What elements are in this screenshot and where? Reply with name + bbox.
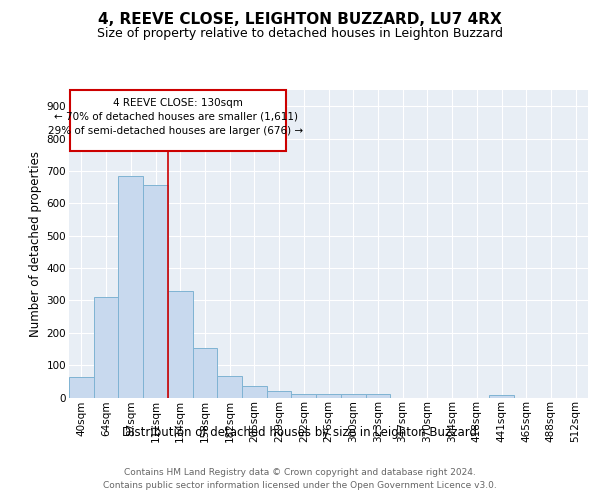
Bar <box>143 186 168 398</box>
Text: ← 70% of detached houses are smaller (1,611): ← 70% of detached houses are smaller (1,… <box>54 112 298 122</box>
Bar <box>168 290 193 398</box>
Bar <box>118 176 143 398</box>
Bar <box>193 348 217 398</box>
Text: Size of property relative to detached houses in Leighton Buzzard: Size of property relative to detached ho… <box>97 28 503 40</box>
Bar <box>217 376 242 398</box>
Bar <box>365 394 390 398</box>
Text: 4 REEVE CLOSE: 130sqm: 4 REEVE CLOSE: 130sqm <box>113 98 243 108</box>
Text: Distribution of detached houses by size in Leighton Buzzard: Distribution of detached houses by size … <box>122 426 478 439</box>
Text: 29% of semi-detached houses are larger (676) →: 29% of semi-detached houses are larger (… <box>49 126 304 136</box>
Text: 4, REEVE CLOSE, LEIGHTON BUZZARD, LU7 4RX: 4, REEVE CLOSE, LEIGHTON BUZZARD, LU7 4R… <box>98 12 502 28</box>
Y-axis label: Number of detached properties: Number of detached properties <box>29 151 43 337</box>
Bar <box>70 90 286 151</box>
Bar <box>292 394 316 398</box>
Bar <box>242 386 267 398</box>
Text: Contains public sector information licensed under the Open Government Licence v3: Contains public sector information licen… <box>103 482 497 490</box>
Bar <box>489 395 514 398</box>
Bar <box>316 394 341 398</box>
Text: Contains HM Land Registry data © Crown copyright and database right 2024.: Contains HM Land Registry data © Crown c… <box>124 468 476 477</box>
Bar <box>341 394 365 398</box>
Bar <box>267 391 292 398</box>
Bar <box>69 377 94 398</box>
Bar <box>94 297 118 398</box>
